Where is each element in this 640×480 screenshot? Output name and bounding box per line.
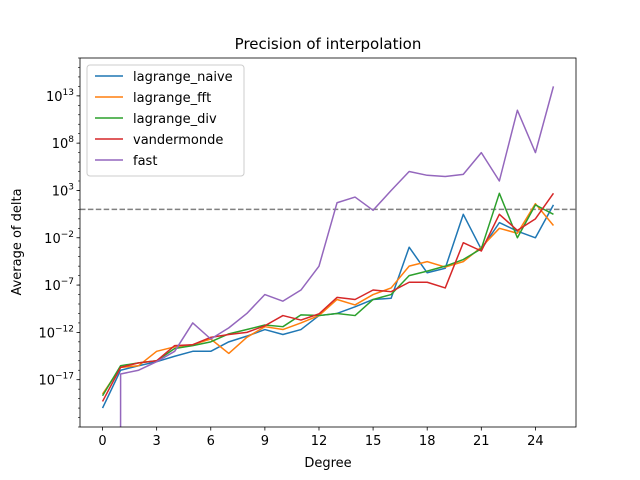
x-tick-label: 24 xyxy=(527,434,544,449)
y-axis-label: Average of delta xyxy=(10,188,25,295)
x-axis-ticks: 0 3 6 9 12 15 18 21 24 xyxy=(98,427,544,449)
legend: lagrange_naive lagrange_fft lagrange_divva… xyxy=(86,64,245,177)
y-tick-label: 10−2 xyxy=(44,230,74,247)
series-line-lagrange-div xyxy=(101,192,554,397)
x-tick-label: 3 xyxy=(153,434,161,449)
series-line-fast xyxy=(119,86,555,427)
legend-label: lagrange_naive xyxy=(133,70,233,85)
y-tick-label: 10−7 xyxy=(44,277,74,294)
legend-label: vandermonde xyxy=(133,133,223,148)
x-tick-label: 18 xyxy=(419,434,436,449)
x-tick-label: 15 xyxy=(365,434,382,449)
chart-title: Precision of interpolation xyxy=(235,35,422,53)
y-tick-label: 108 xyxy=(52,135,75,152)
x-tick-label: 12 xyxy=(311,434,328,449)
axes-frame xyxy=(79,57,577,428)
y-axis-ticks: 10−17 10−12 10−7 10−2 103 108 1013 xyxy=(38,57,80,428)
x-tick-label: 9 xyxy=(261,434,269,449)
x-tick-label: 21 xyxy=(473,434,490,449)
y-tick-label: 10−12 xyxy=(38,324,74,341)
y-tick-label: 103 xyxy=(52,182,74,199)
legend-label: lagrange_div xyxy=(133,112,217,127)
legend-box xyxy=(86,64,245,177)
plot-area xyxy=(79,57,577,428)
legend-label: lagrange_fft xyxy=(133,91,211,106)
y-tick-label: 1013 xyxy=(46,88,74,105)
y-tick-label: 10−17 xyxy=(38,372,74,389)
x-axis-label: Degree xyxy=(304,456,351,471)
x-tick-label: 0 xyxy=(98,434,106,449)
legend-label: fast xyxy=(133,154,157,169)
x-tick-label: 6 xyxy=(207,434,215,449)
